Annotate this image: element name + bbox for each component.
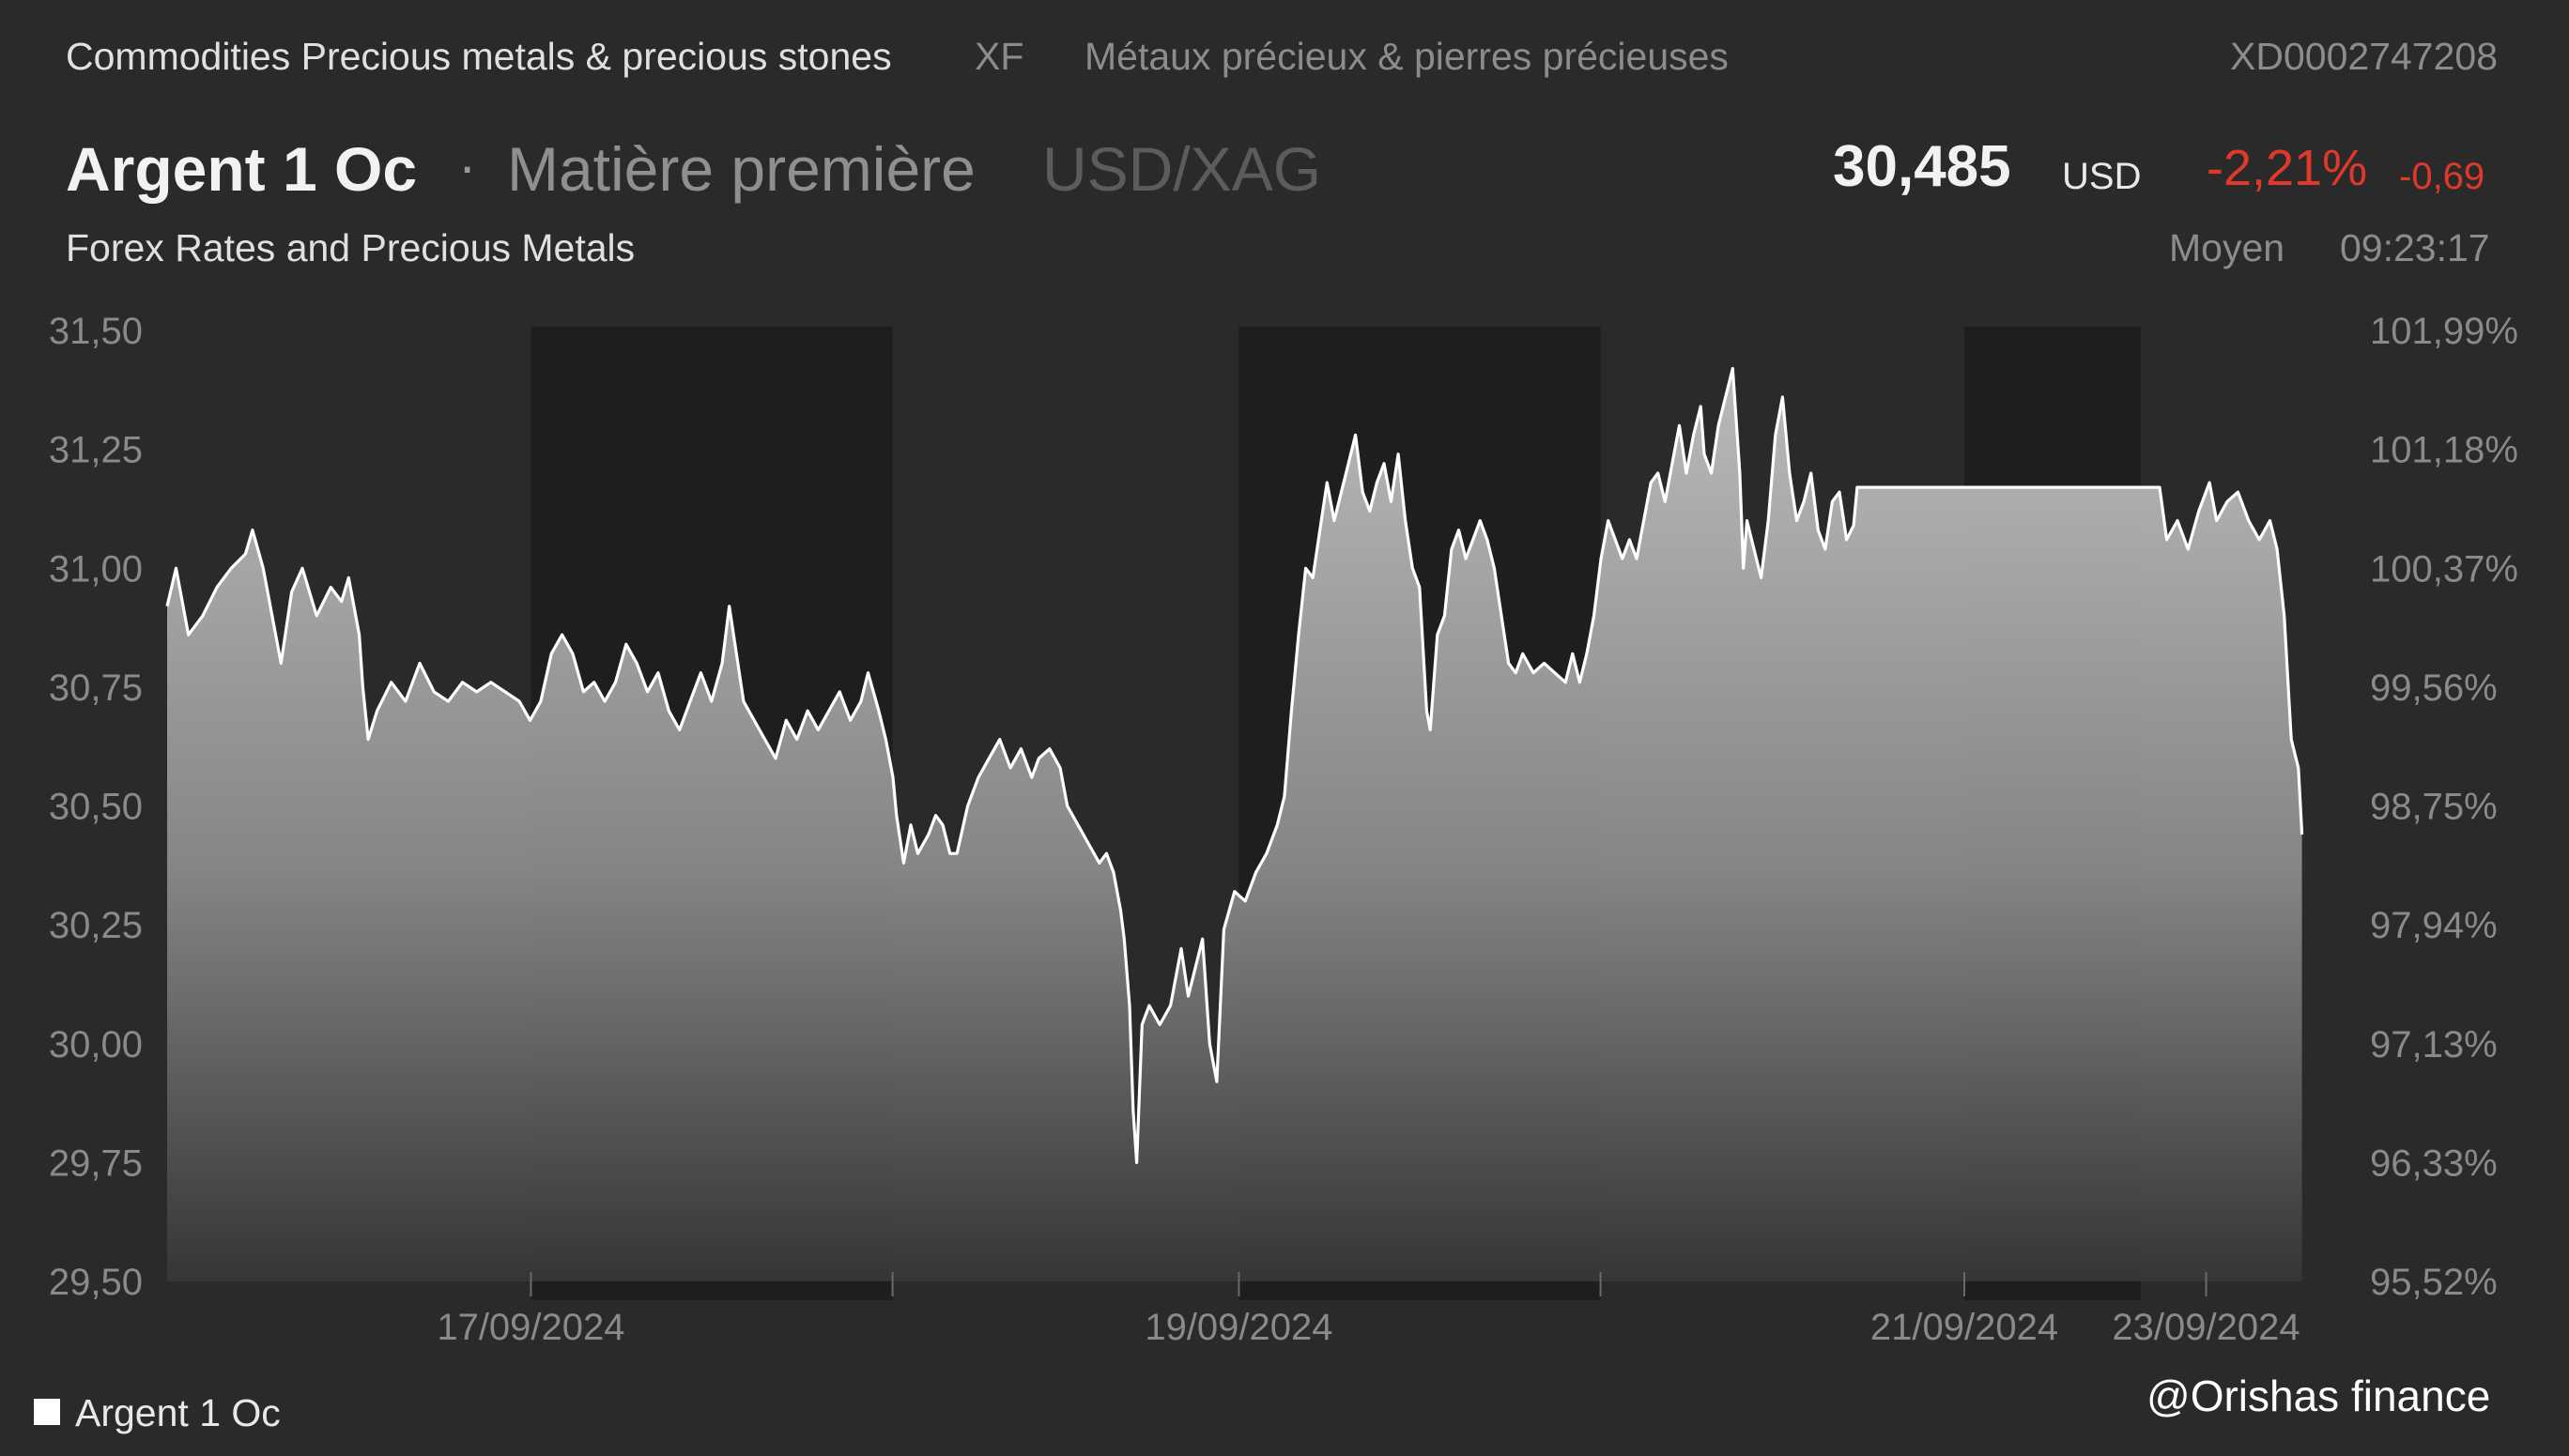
y-tick-left-6: 30,00 bbox=[49, 1024, 143, 1065]
y-tick-left-7: 29,75 bbox=[49, 1142, 143, 1184]
legend-swatch bbox=[34, 1399, 60, 1425]
y-tick-right-4: 98,75% bbox=[2370, 787, 2498, 828]
y-tick-left-5: 30,25 bbox=[49, 905, 143, 946]
y-tick-left-0: 31,50 bbox=[49, 311, 143, 352]
y-tick-left-1: 31,25 bbox=[49, 430, 143, 471]
title-separator: · bbox=[458, 136, 477, 197]
y-tick-left-4: 30,50 bbox=[49, 787, 143, 828]
area-fill bbox=[167, 368, 2302, 1281]
legend-label: Argent 1 Oc bbox=[75, 1391, 281, 1434]
last-price: 30,485 bbox=[1833, 134, 2011, 199]
header-bar: Commodities Precious metals & precious s… bbox=[0, 0, 2569, 113]
x-tick-label-1: 19/09/2024 bbox=[1145, 1307, 1332, 1348]
currency-pair: USD/XAG bbox=[1042, 134, 1322, 204]
y-tick-right-1: 101,18% bbox=[2370, 430, 2518, 471]
y-axis-left: 31,50 31,25 31,00 30,75 30,50 30,25 30,00 29,75… bbox=[49, 311, 143, 1303]
watermark-credit: @Orishas finance bbox=[2146, 1372, 2491, 1420]
change-absolute: -0,69 bbox=[2399, 156, 2485, 197]
category-breadcrumb[interactable]: Commodities Precious metals & precious s… bbox=[66, 35, 892, 78]
price-currency: USD bbox=[2062, 156, 2142, 197]
change-percent: -2,21% bbox=[2207, 140, 2368, 196]
area-fill-path bbox=[167, 368, 2302, 1281]
y-tick-right-7: 96,33% bbox=[2370, 1142, 2498, 1184]
x-tick-label-2: 21/09/2024 bbox=[1870, 1307, 2058, 1348]
isin-code: XD0002747208 bbox=[2230, 35, 2498, 78]
quote-type: Moyen bbox=[2169, 226, 2285, 269]
exchange-code: XF bbox=[975, 35, 1024, 78]
y-tick-right-0: 101,99% bbox=[2370, 311, 2518, 352]
category-french: Métaux précieux & pierres précieuses bbox=[1085, 35, 1729, 78]
x-tick-label-0: 17/09/2024 bbox=[437, 1307, 624, 1348]
data-provider: Forex Rates and Precious Metals bbox=[66, 226, 636, 269]
sub-header: Forex Rates and Precious Metals Moyen 09… bbox=[0, 222, 2569, 278]
y-tick-left-2: 31,00 bbox=[49, 548, 143, 590]
series-line-path bbox=[165, 366, 2304, 1164]
instrument-name: Argent 1 Oc bbox=[66, 134, 418, 204]
instrument-title-bar: Argent 1 Oc · Matière première USD/XAG 3… bbox=[0, 122, 2569, 225]
instrument-type: Matière première bbox=[507, 134, 976, 204]
price-chart[interactable]: 31,50 31,25 31,00 30,75 30,50 30,25 30,00 29,75… bbox=[0, 282, 2569, 1380]
y-tick-right-5: 97,94% bbox=[2370, 905, 2498, 946]
series-line bbox=[165, 366, 2304, 1164]
y-tick-left-3: 30,75 bbox=[49, 667, 143, 709]
y-tick-right-3: 99,56% bbox=[2370, 667, 2498, 709]
y-tick-right-8: 95,52% bbox=[2370, 1262, 2498, 1303]
x-axis: 17/09/2024 19/09/2024 21/09/2024 23/09/2024 bbox=[437, 1272, 2300, 1348]
y-axis-right: 101,99% 101,18% 100,37% 99,56% 98,75% 97,94% 9… bbox=[2370, 311, 2518, 1303]
y-tick-right-6: 97,13% bbox=[2370, 1024, 2498, 1065]
y-tick-right-2: 100,37% bbox=[2370, 548, 2518, 590]
x-tick-label-3: 23/09/2024 bbox=[2112, 1307, 2300, 1348]
y-tick-left-8: 29,50 bbox=[49, 1262, 143, 1303]
quote-time: 09:23:17 bbox=[2340, 226, 2490, 269]
